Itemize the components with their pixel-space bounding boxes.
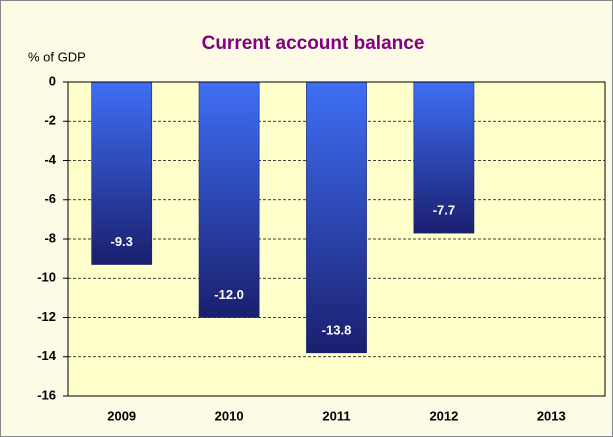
chart-title: Current account balance [202,33,425,54]
value-label: -7.7 [433,203,455,218]
y-tick-label: -12 [37,309,56,324]
bar [198,81,260,318]
x-tick-label: 2013 [537,408,566,423]
bar [413,81,475,234]
bar [91,81,153,265]
x-tick-label: 2011 [322,408,350,423]
y-tick-label: -8 [44,230,56,245]
y-tick-label: -10 [37,270,56,285]
x-tick-label: 2010 [215,408,244,423]
y-tick-label: -6 [44,191,56,206]
y-tick-label: -16 [37,387,56,402]
x-tick-label: 2012 [429,408,458,423]
bar [306,81,367,354]
bars: -9.3 -12.0 -13.8 -7.7 [91,81,475,354]
value-label: -12.0 [214,287,244,302]
y-tick-label: -2 [44,113,56,128]
value-label: -13.8 [322,322,352,337]
y-axis-label: % of GDP [28,49,86,64]
y-tick-label: -4 [44,152,56,167]
x-tick-label: 2009 [107,408,136,423]
y-tick-label: 0 [49,73,56,88]
value-label: -9.3 [110,234,132,249]
y-tick-label: -14 [37,348,57,363]
